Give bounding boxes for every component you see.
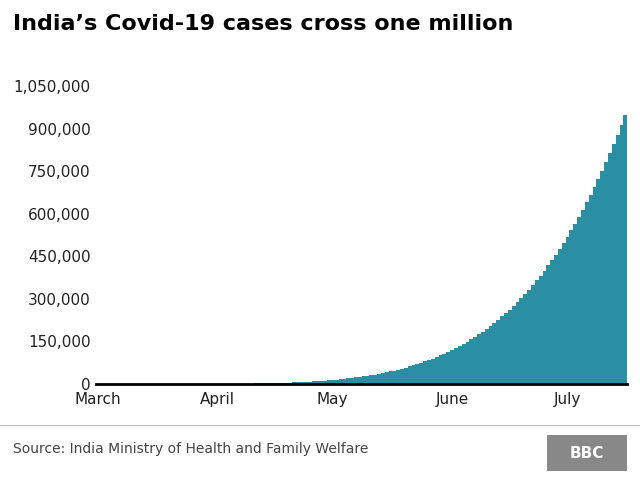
Bar [312,382,316,384]
Bar [327,380,331,384]
Text: India’s Covid-19 cases cross one million: India’s Covid-19 cases cross one million [13,14,513,35]
Bar [531,285,535,384]
Bar [350,378,354,384]
Bar [408,367,412,384]
Bar [461,344,465,384]
Bar [535,280,539,384]
Bar [412,365,415,384]
Bar [289,383,292,384]
Bar [438,355,442,384]
Bar [423,361,427,384]
Bar [419,363,423,384]
Bar [308,382,312,384]
Bar [358,377,362,384]
Bar [612,144,616,384]
Bar [520,298,524,384]
Bar [292,383,296,384]
Bar [554,254,558,384]
Bar [354,377,358,384]
Bar [558,249,562,384]
Bar [304,382,308,384]
Bar [365,376,369,384]
Bar [492,323,497,384]
Bar [273,383,277,384]
Bar [527,289,531,384]
Bar [458,346,461,384]
Bar [369,375,373,384]
Bar [616,134,620,384]
Bar [377,374,381,384]
Bar [512,306,516,384]
Bar [427,360,431,384]
Bar [362,376,365,384]
Bar [562,243,566,384]
Bar [277,383,281,384]
Bar [435,357,438,384]
Bar [473,337,477,384]
Bar [585,203,589,384]
Bar [484,329,488,384]
Bar [404,368,408,384]
Bar [300,382,304,384]
Bar [442,354,446,384]
Bar [469,339,473,384]
Bar [477,334,481,384]
Bar [316,381,319,384]
Bar [596,179,600,384]
Bar [385,372,388,384]
Bar [335,380,339,384]
Bar [504,313,508,384]
Text: BBC: BBC [570,446,604,461]
Bar [339,379,342,384]
Bar [323,381,327,384]
Bar [589,195,593,384]
Bar [500,316,504,384]
Bar [488,326,492,384]
Bar [285,383,289,384]
Bar [547,265,550,384]
Bar [400,369,404,384]
Bar [381,373,385,384]
Bar [269,383,273,384]
Bar [593,187,596,384]
Bar [543,271,547,384]
Bar [573,224,577,384]
Bar [550,260,554,384]
Bar [396,370,400,384]
Bar [620,125,623,384]
Bar [524,294,527,384]
Bar [331,380,335,384]
Bar [465,342,469,384]
Bar [454,348,458,384]
Bar [481,332,484,384]
Bar [431,359,435,384]
Bar [516,302,520,384]
Bar [296,382,300,384]
Bar [415,364,419,384]
Bar [577,217,581,384]
Bar [570,230,573,384]
Bar [281,383,285,384]
Text: Source: India Ministry of Health and Family Welfare: Source: India Ministry of Health and Fam… [13,442,368,456]
Bar [373,374,377,384]
Bar [342,379,346,384]
Bar [388,372,392,384]
Bar [266,383,269,384]
Bar [608,153,612,384]
Bar [623,115,627,384]
Bar [346,378,350,384]
Bar [319,381,323,384]
Bar [508,310,512,384]
Bar [450,350,454,384]
Bar [566,237,570,384]
Bar [581,210,585,384]
Bar [539,276,543,384]
Bar [392,371,396,384]
Bar [446,352,450,384]
Bar [604,162,608,384]
Bar [497,320,500,384]
Bar [600,171,604,384]
